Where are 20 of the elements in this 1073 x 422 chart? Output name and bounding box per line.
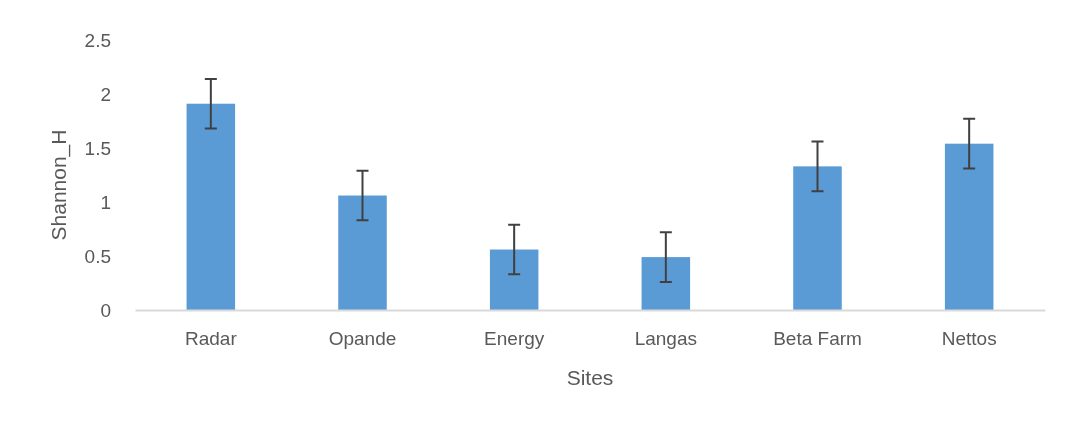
y-tick-label: 2: [100, 83, 111, 105]
y-axis-title: Shannon_H: [47, 129, 71, 241]
bar: [944, 143, 994, 310]
x-tick-label: Radar: [184, 328, 238, 350]
x-tick-label: Opande: [328, 328, 397, 350]
y-tick-label: 2.5: [84, 29, 111, 51]
bar: [793, 166, 842, 310]
bar: [338, 195, 387, 310]
x-tick-label: Beta Farm: [773, 328, 862, 350]
bar: [641, 257, 691, 310]
y-tick-label: 1.5: [84, 137, 111, 159]
x-tick-label: Langas: [634, 328, 698, 350]
x-axis-title: Sites: [566, 366, 614, 389]
y-tick-label: 0.5: [84, 245, 111, 267]
x-tick-label: Energy: [484, 328, 545, 350]
y-tick-label: 0: [100, 299, 111, 321]
x-tick-label: Nettos: [941, 328, 997, 350]
y-tick-label: 1: [100, 191, 111, 213]
bar: [186, 103, 236, 310]
bar: [489, 249, 539, 310]
